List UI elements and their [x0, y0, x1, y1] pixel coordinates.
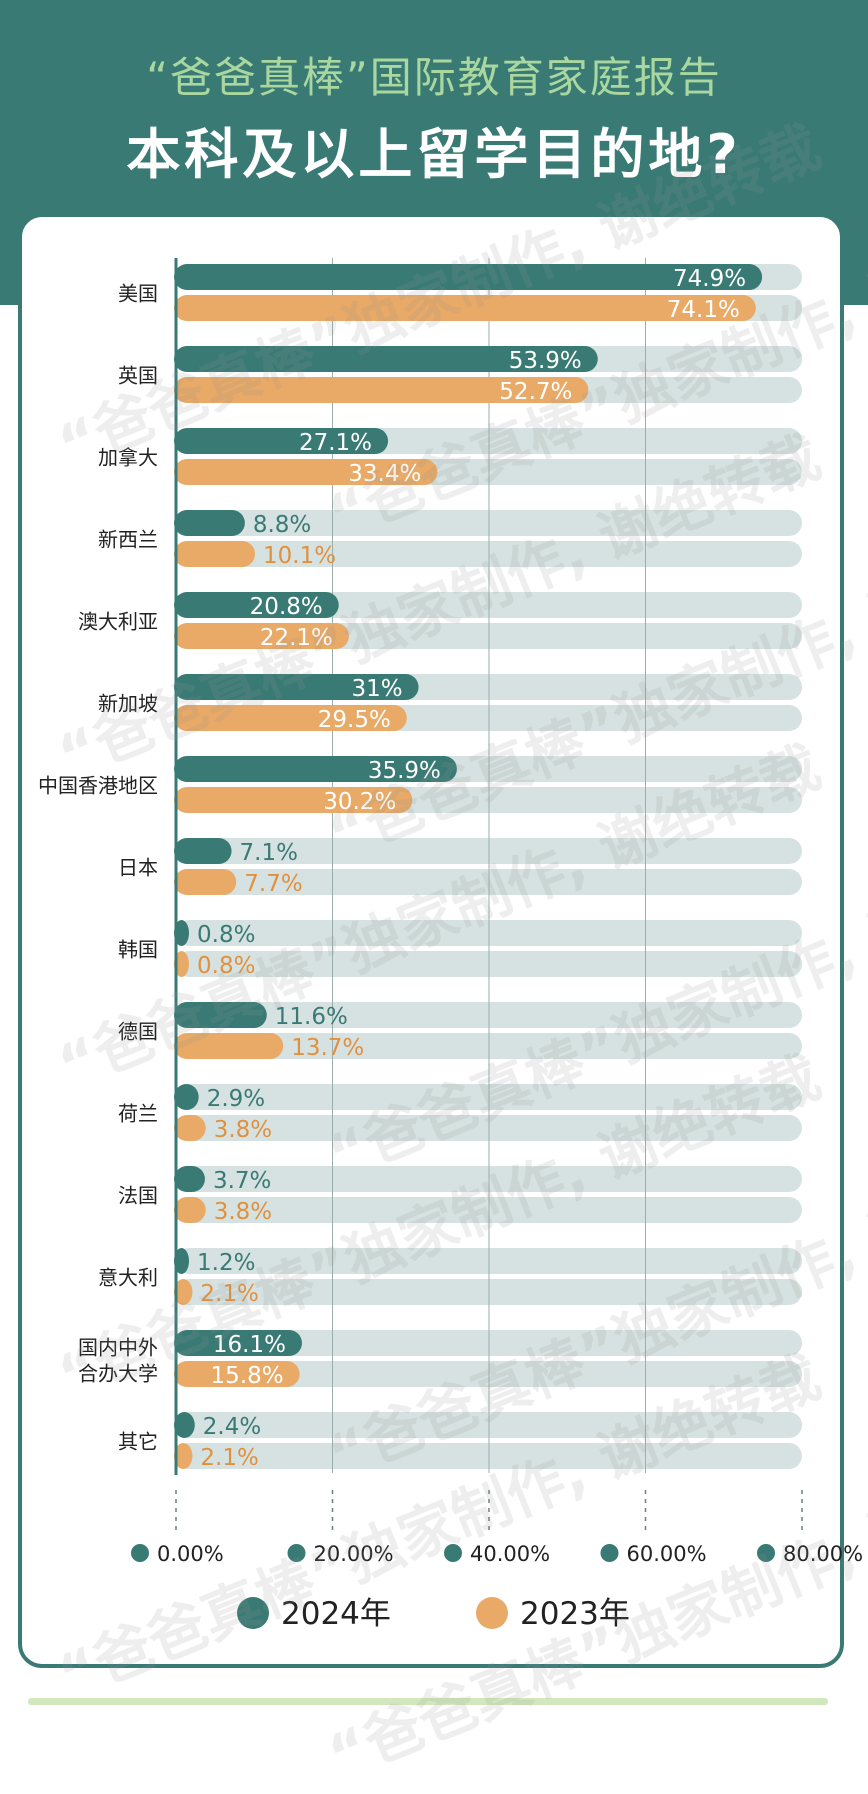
data-label-2023: 33.4% [348, 461, 421, 487]
tick-label: 80.00% [783, 1542, 863, 1566]
tick-dot [131, 1544, 149, 1562]
category-label: 国内中外合办大学 [78, 1336, 158, 1386]
bar-2024 [174, 674, 419, 700]
data-label-2023: 30.2% [323, 789, 396, 815]
bar-2024 [174, 510, 245, 536]
category-label: 美国 [118, 282, 158, 306]
footer-divider [28, 1698, 828, 1705]
tick-label: 40.00% [470, 1542, 550, 1566]
category-label: 加拿大 [98, 446, 158, 470]
bar-2024 [174, 1330, 302, 1356]
bar-2023 [174, 1033, 284, 1059]
bar-2023 [174, 1197, 206, 1223]
data-label-2023: 15.8% [211, 1363, 284, 1389]
bar-2024 [174, 756, 457, 782]
data-label-2023: 10.1% [263, 543, 336, 569]
data-label-2024: 2.9% [207, 1086, 265, 1112]
category-label: 意大利 [98, 1266, 158, 1290]
data-label-2024: 20.8% [250, 594, 323, 620]
category-label: 中国香港地区 [38, 774, 158, 798]
category-label: 澳大利亚 [78, 610, 158, 634]
page-title: 本科及以上留学目的地? [126, 123, 742, 186]
bar-2024 [174, 1412, 195, 1438]
bar-2023 [174, 951, 189, 977]
tick-label: 20.00% [314, 1542, 394, 1566]
legend-2023-swatch [476, 1597, 508, 1629]
bar-2023 [174, 869, 237, 895]
data-label-2024: 16.1% [213, 1332, 286, 1358]
data-label-2023: 7.7% [244, 871, 302, 897]
data-label-2023: 3.8% [214, 1199, 272, 1225]
bar-2023 [174, 377, 589, 403]
legend-2024-swatch [237, 1597, 269, 1629]
bar-2024 [174, 1166, 205, 1192]
category-label: 日本 [118, 856, 158, 880]
bar-2024 [174, 1002, 267, 1028]
data-label-2023: 52.7% [499, 379, 572, 405]
tick-dot [757, 1544, 775, 1562]
data-label-2023: 3.8% [214, 1117, 272, 1143]
bar-2024 [174, 838, 232, 864]
data-label-2023: 2.1% [200, 1445, 258, 1471]
tick-dot [444, 1544, 462, 1562]
bar-2024 [174, 1248, 189, 1274]
bar-2024 [174, 346, 598, 372]
data-label-2023: 29.5% [318, 707, 391, 733]
category-label: 荷兰 [118, 1102, 158, 1126]
category-label: 新西兰 [98, 528, 158, 552]
category-label: 韩国 [118, 938, 158, 962]
tick-label: 0.00% [157, 1542, 224, 1566]
bar-2024 [174, 264, 763, 290]
tick-dot [600, 1544, 619, 1562]
data-label-2024: 35.9% [368, 758, 441, 784]
category-label: 英国 [118, 364, 158, 388]
legend-2024-label: 2024年 [281, 1596, 391, 1632]
bar-2023 [174, 541, 256, 567]
data-label-2024: 0.8% [197, 922, 255, 948]
tick-label: 60.00% [627, 1542, 707, 1566]
bar-2023 [174, 1361, 300, 1387]
data-label-2023: 13.7% [291, 1035, 364, 1061]
bar-2024 [174, 428, 389, 454]
data-label-2024: 11.6% [275, 1004, 348, 1030]
bar-2023 [174, 1443, 193, 1469]
bar-2023 [174, 623, 349, 649]
legend-2023-label: 2023年 [520, 1596, 630, 1632]
bar-2023 [174, 705, 407, 731]
page-subtitle: “爸爸真棒”国际教育家庭报告 [146, 53, 722, 102]
category-label: 其它 [118, 1430, 158, 1454]
bar-2023 [174, 1115, 206, 1141]
data-label-2024: 7.1% [240, 840, 298, 866]
bar-2023 [174, 787, 413, 813]
tick-dot [287, 1544, 306, 1562]
data-label-2023: 74.1% [667, 297, 740, 323]
bar-chart: 74.9% 74.1% 美国 53.9% 52.7% 英国 27.1% 33.4% 加拿大 8.8… [38, 258, 863, 1632]
bar-2024 [174, 920, 189, 946]
data-label-2023: 2.1% [200, 1281, 258, 1307]
category-label: 德国 [118, 1020, 158, 1044]
data-label-2023: 0.8% [197, 953, 255, 979]
category-label: 新加坡 [98, 692, 158, 716]
bar-2023 [174, 1279, 193, 1305]
bar-2023 [174, 459, 438, 485]
data-label-2024: 31% [351, 676, 402, 702]
bar-2024 [174, 592, 339, 618]
data-label-2024: 53.9% [509, 348, 582, 374]
bar-2024 [174, 1084, 199, 1110]
data-label-2024: 2.4% [203, 1414, 261, 1440]
data-label-2024: 27.1% [299, 430, 372, 456]
bar-2023 [174, 295, 756, 321]
data-label-2023: 22.1% [260, 625, 333, 651]
data-label-2024: 3.7% [213, 1168, 271, 1194]
category-label: 法国 [118, 1184, 158, 1208]
data-label-2024: 1.2% [197, 1250, 255, 1276]
data-label-2024: 8.8% [253, 512, 311, 538]
data-label-2024: 74.9% [673, 266, 746, 292]
